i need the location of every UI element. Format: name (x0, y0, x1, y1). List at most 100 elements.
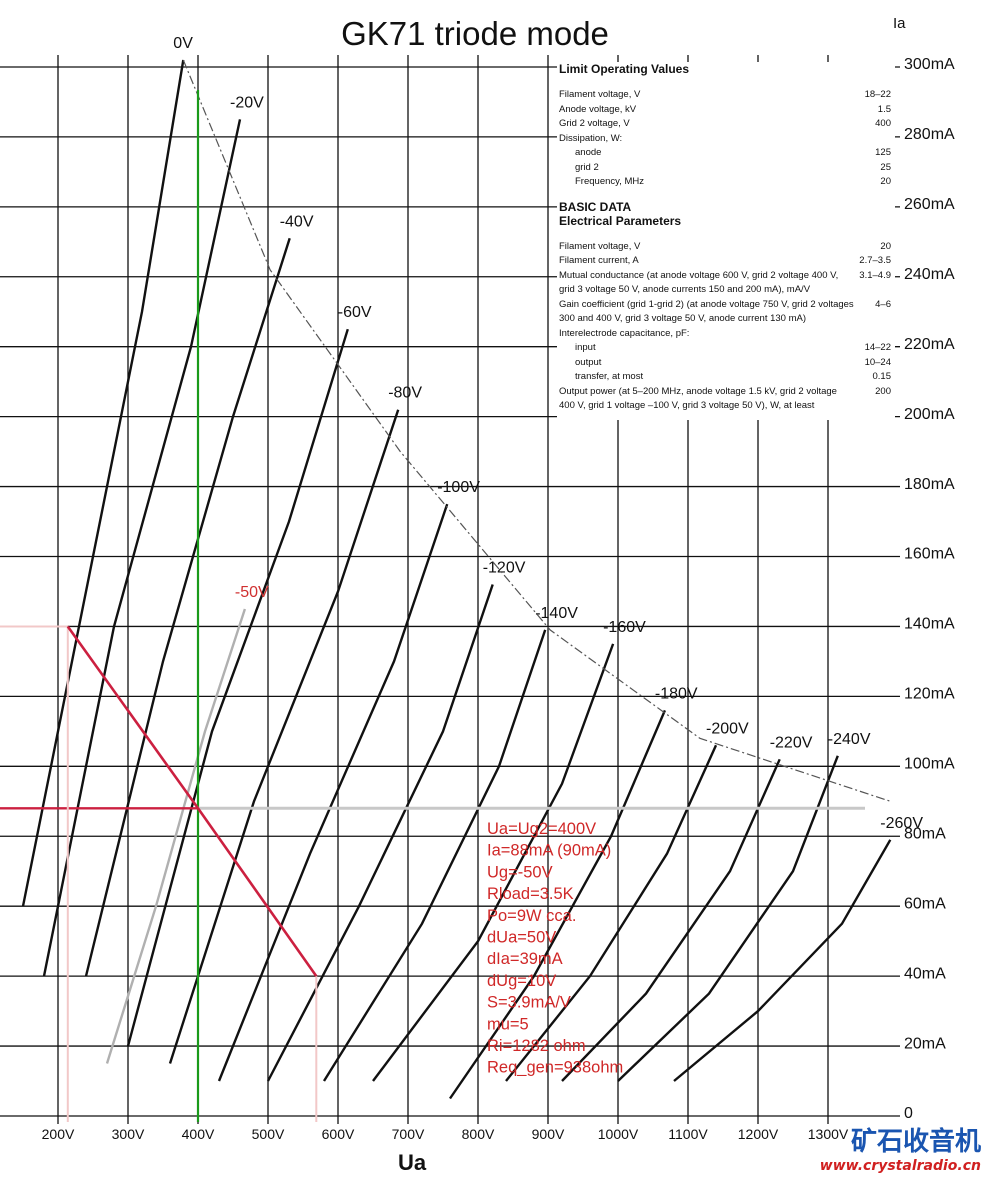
datasheet-row: output 10–24 (559, 356, 891, 371)
annotation: S=3.9mA/V (487, 994, 571, 1012)
annotation: dIa=39mA (487, 950, 563, 968)
datasheet-row: transfer, at most 0.15 (559, 370, 891, 385)
datasheet-value: 200 (875, 385, 891, 397)
datasheet: Limit Operating Values Filament voltage, … (557, 62, 895, 420)
datasheet-row: Filament voltage, V 18–22 (559, 88, 891, 103)
x-tick-label: 300V (112, 1126, 145, 1142)
datasheet-label: Output power (at 5–200 MHz, anode voltag… (559, 385, 837, 412)
datasheet-label: transfer, at most (575, 371, 644, 382)
curve (505, 744, 718, 1082)
annotation: Po=9W cca. (487, 907, 576, 925)
curve (126, 328, 349, 1047)
x-tick-label: 400V (182, 1126, 215, 1142)
curve (322, 629, 547, 1082)
curve (42, 119, 242, 977)
x-tick-label: 1000V (598, 1126, 639, 1142)
x-tick-label: 1300V (808, 1126, 849, 1142)
curve-label: -120V (483, 559, 526, 576)
y-tick-label: 260mA (904, 196, 955, 213)
chart-title: GK71 triode mode (341, 15, 609, 52)
x-tick-label: 500V (252, 1126, 285, 1142)
curve (449, 709, 667, 1100)
datasheet-value: 20 (880, 176, 891, 187)
datasheet-label: input (575, 342, 596, 353)
y-tick-label: 200mA (904, 406, 955, 423)
curve-label: -20V (230, 94, 264, 111)
datasheet-row: Filament current, A 2.7–3.5 (559, 254, 891, 269)
curve (673, 839, 892, 1082)
curve-label: -60V (338, 304, 372, 321)
annotation: Ia=88mA (90mA) (487, 842, 611, 860)
curve-label: -80V (388, 385, 422, 402)
curve-label: -200V (706, 720, 749, 737)
annotation: Req_gen=938ohm (487, 1059, 623, 1077)
datasheet-label: Grid 2 voltage, V (559, 118, 630, 129)
datasheet-value: 125 (875, 147, 891, 158)
datasheet-heading: Limit Operating Values (559, 62, 690, 76)
y-tick-label: 160mA (904, 546, 955, 563)
datasheet-row: Filament voltage, V 20 (559, 240, 891, 255)
annotation: Ua=Ug2=400V (487, 820, 596, 838)
y-tick-label: 120mA (904, 686, 955, 703)
annotation: Rload=3.5K (487, 885, 574, 903)
load-line (66, 625, 318, 977)
datasheet-value: 20 (880, 240, 891, 252)
datasheet-row: Grid 2 voltage, V 400 (559, 117, 891, 132)
y-tick-label: 100mA (904, 756, 955, 773)
y-tick-label: 300mA (904, 56, 955, 73)
datasheet-label: Filament current, A (559, 255, 639, 266)
watermark: 矿石收音机 www.crystalradio.cn (820, 1121, 981, 1174)
curve (84, 237, 291, 977)
y-tick-label: 240mA (904, 266, 955, 283)
datasheet-label: Filament voltage, V (559, 240, 641, 252)
datasheet-row: Gain coefficient (grid 1-grid 2) (at ano… (559, 298, 891, 327)
datasheet-value: 2.7–3.5 (859, 255, 891, 266)
datasheet-value: 400 (875, 118, 891, 129)
datasheet-label: Anode voltage, kV (559, 103, 637, 115)
annotation: Ug=-50V (487, 863, 553, 881)
annotation: dUa=50V (487, 929, 556, 947)
watermark-name: 矿石收音机 (850, 1127, 981, 1157)
annotation: mu=5 (487, 1015, 529, 1033)
spacer (559, 190, 891, 200)
datasheet-label: output (575, 356, 602, 368)
curve (372, 643, 615, 1082)
y-tick-label: 180mA (904, 476, 955, 493)
datasheet-value: 10–24 (864, 356, 891, 368)
curve (168, 409, 400, 1064)
curve (617, 755, 839, 1082)
x-tick-label: 1100V (668, 1126, 708, 1142)
datasheet-label: grid 2 (575, 161, 599, 173)
curve (266, 584, 494, 1082)
curve-label: -220V (770, 734, 813, 751)
curve (105, 608, 247, 1064)
y-axis-label: Ia (893, 15, 906, 32)
y-tick-label: 0 (904, 1105, 913, 1122)
curve-label: -180V (655, 685, 698, 702)
y-tick-label: 40mA (904, 965, 946, 982)
datasheet-label: anode (575, 147, 602, 158)
datasheet-label: Mutual conductance (at anode voltage 600… (559, 269, 839, 296)
curve-label: -240V (828, 731, 871, 748)
curve (217, 503, 449, 1082)
datasheet-row: Output power (at 5–200 MHz, anode voltag… (559, 385, 891, 414)
datasheet-value: 0.15 (872, 371, 892, 382)
datasheet-label: Gain coefficient (grid 1-grid 2) (at ano… (559, 298, 854, 325)
datasheet-row: Dissipation, W: (559, 132, 891, 147)
datasheet-label: Filament voltage, V (559, 89, 641, 100)
y-tick-label: 20mA (904, 1035, 946, 1052)
curve (21, 59, 185, 907)
curve (561, 758, 781, 1082)
datasheet-row: input 14–22 (559, 341, 891, 356)
datasheet-label: Frequency, MHz (575, 176, 644, 187)
datasheet-row: anode 125 (559, 146, 891, 161)
curve-label: -50V (235, 584, 269, 601)
x-tick-label: 600V (322, 1126, 355, 1142)
datasheet-value: 14–22 (864, 342, 891, 353)
watermark-url: www.crystalradio.cn (819, 1158, 981, 1174)
datasheet-row: Interelectrode capacitance, pF: (559, 327, 891, 342)
datasheet-row: Mutual conductance (at anode voltage 600… (559, 269, 891, 298)
datasheet-value: 18–22 (864, 89, 891, 100)
